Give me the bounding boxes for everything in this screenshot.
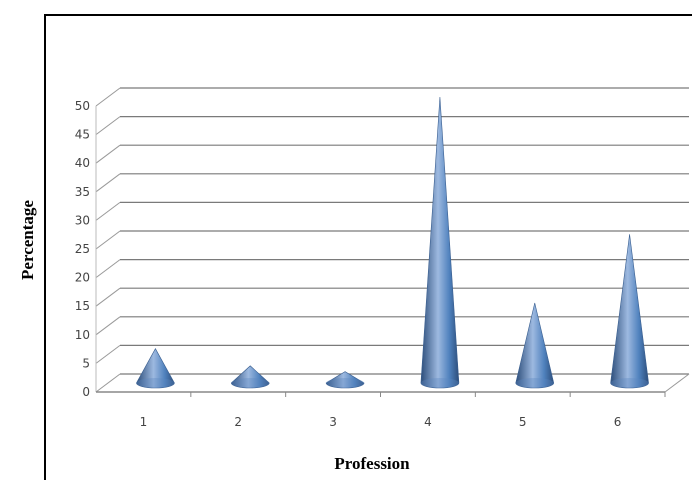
x-tick-label: 2 bbox=[234, 415, 242, 429]
y-tick-label: 15 bbox=[75, 299, 90, 313]
grid-depth-line bbox=[95, 287, 121, 307]
y-tick-label: 35 bbox=[75, 185, 90, 199]
cone-bar bbox=[610, 234, 649, 389]
grid-depth-line bbox=[95, 201, 121, 221]
cone-base bbox=[136, 378, 175, 388]
cone-body bbox=[325, 371, 365, 389]
y-tick-label: 5 bbox=[82, 356, 90, 370]
cone-body bbox=[610, 234, 649, 389]
grid-depth-line bbox=[95, 116, 121, 136]
cone-bar bbox=[325, 371, 365, 389]
y-tick-labels: 0 5 10 15 20 25 30 35 40 45 50 bbox=[75, 99, 90, 399]
floor-edge bbox=[664, 373, 690, 393]
cone-body bbox=[515, 302, 555, 389]
y-tick-label: 0 bbox=[82, 385, 90, 399]
y-tick-label: 25 bbox=[75, 242, 90, 256]
grid-depth-line bbox=[95, 87, 121, 107]
cone-body bbox=[230, 365, 270, 389]
grid-depth-line bbox=[95, 173, 121, 193]
y-tick-label: 50 bbox=[75, 99, 90, 113]
y-tick-label: 20 bbox=[75, 271, 90, 285]
cone-bar bbox=[136, 348, 175, 389]
grid-layer bbox=[95, 87, 690, 393]
x-tick-label: 5 bbox=[519, 415, 527, 429]
x-tick-label: 4 bbox=[424, 415, 432, 429]
cone-base bbox=[420, 378, 459, 388]
cone-bar bbox=[420, 96, 460, 389]
cone-body bbox=[136, 348, 175, 389]
grid-depth-line bbox=[95, 373, 121, 393]
grid-depth-line bbox=[95, 344, 121, 364]
cone-base bbox=[610, 378, 649, 388]
cone-base bbox=[326, 378, 365, 388]
cone-body bbox=[420, 96, 460, 389]
x-tick-labels: 1 2 3 4 5 6 bbox=[140, 392, 666, 429]
x-axis-label: Profession bbox=[334, 454, 410, 473]
grid-depth-line bbox=[95, 230, 121, 250]
grid-depth-line bbox=[95, 259, 121, 279]
grid-depth-line bbox=[95, 316, 121, 336]
y-tick-label: 45 bbox=[75, 128, 90, 142]
cone-bar bbox=[230, 365, 270, 389]
cone-bar bbox=[515, 302, 555, 389]
y-tick-label: 10 bbox=[75, 328, 90, 342]
x-tick-label: 1 bbox=[140, 415, 148, 429]
x-tick-label: 3 bbox=[329, 415, 337, 429]
x-tick-label: 6 bbox=[614, 415, 622, 429]
cone-series bbox=[136, 96, 649, 389]
cone-base bbox=[231, 378, 270, 388]
y-tick-label: 40 bbox=[75, 156, 90, 170]
cone-base bbox=[515, 378, 554, 388]
y-tick-label: 30 bbox=[75, 213, 90, 227]
chart-frame bbox=[44, 14, 692, 480]
grid-depth-line bbox=[95, 144, 121, 164]
